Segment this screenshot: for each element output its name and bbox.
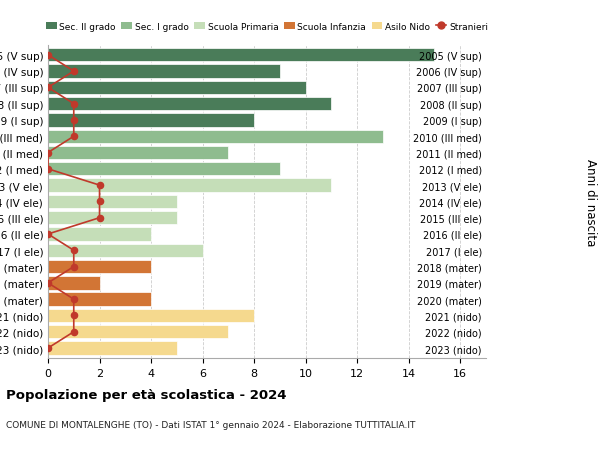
Point	[43, 345, 53, 352]
Point	[43, 150, 53, 157]
Point	[95, 182, 104, 190]
Bar	[48, 293, 151, 306]
Legend: Sec. II grado, Sec. I grado, Scuola Primaria, Scuola Infanzia, Asilo Nido, Stran: Sec. II grado, Sec. I grado, Scuola Prim…	[42, 19, 492, 35]
Bar	[48, 277, 100, 290]
Text: Anni di nascita: Anni di nascita	[584, 158, 597, 246]
Point	[43, 280, 53, 287]
Text: Popolazione per età scolastica - 2024: Popolazione per età scolastica - 2024	[6, 388, 287, 401]
Point	[43, 52, 53, 59]
Point	[69, 133, 79, 140]
Bar	[48, 146, 229, 160]
Point	[43, 84, 53, 92]
Text: COMUNE DI MONTALENGHE (TO) - Dati ISTAT 1° gennaio 2024 - Elaborazione TUTTITALI: COMUNE DI MONTALENGHE (TO) - Dati ISTAT …	[6, 420, 415, 429]
Bar	[48, 309, 254, 322]
Point	[69, 328, 79, 336]
Bar	[48, 341, 177, 355]
Bar	[48, 98, 331, 111]
Bar	[48, 212, 177, 225]
Bar	[48, 114, 254, 127]
Bar	[48, 130, 383, 144]
Bar	[48, 163, 280, 176]
Bar	[48, 49, 434, 62]
Point	[69, 296, 79, 303]
Point	[69, 247, 79, 254]
Point	[69, 68, 79, 76]
Bar	[48, 195, 177, 209]
Bar	[48, 65, 280, 78]
Bar	[48, 325, 229, 339]
Bar	[48, 228, 151, 241]
Bar	[48, 260, 151, 274]
Bar	[48, 244, 203, 257]
Point	[69, 263, 79, 271]
Point	[69, 312, 79, 319]
Point	[69, 101, 79, 108]
Point	[95, 214, 104, 222]
Point	[95, 198, 104, 206]
Bar	[48, 82, 305, 95]
Point	[43, 231, 53, 238]
Point	[69, 117, 79, 124]
Point	[43, 166, 53, 173]
Bar	[48, 179, 331, 192]
